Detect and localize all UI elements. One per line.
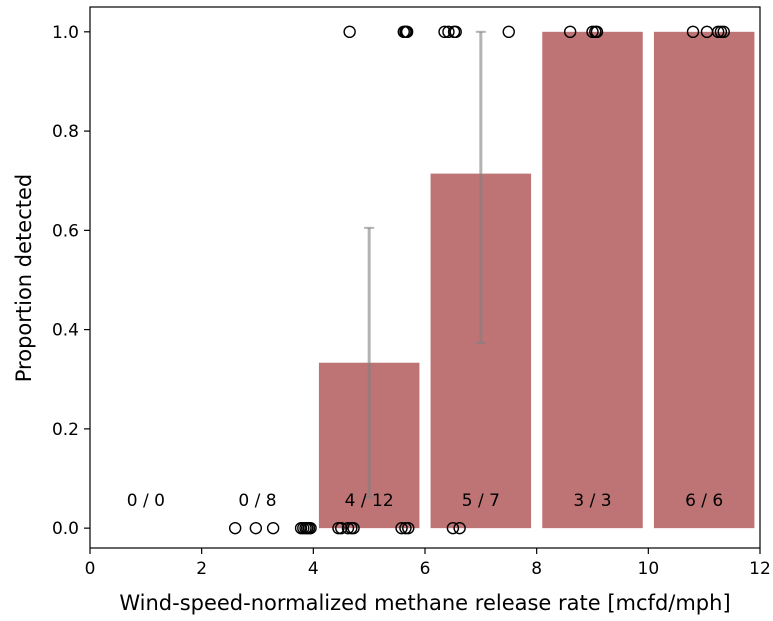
y-tick-label: 0.0 bbox=[52, 519, 79, 539]
count-label-3: 5 / 7 bbox=[462, 491, 500, 511]
x-tick-label: 12 bbox=[749, 559, 771, 579]
points-layer bbox=[228, 25, 730, 535]
bar-5 bbox=[653, 31, 755, 529]
count-label-1: 0 / 8 bbox=[238, 491, 276, 511]
y-tick-label: 0.6 bbox=[52, 221, 79, 241]
x-tick-label: 0 bbox=[85, 559, 96, 579]
y-tick-label: 1.0 bbox=[52, 23, 79, 43]
non-detected-point bbox=[304, 521, 317, 535]
y-tick-label: 0.4 bbox=[52, 321, 79, 341]
y-axis-label: Proportion detected bbox=[12, 174, 36, 382]
x-tick-label: 10 bbox=[638, 559, 660, 579]
detected-point bbox=[343, 25, 356, 39]
y-tick-label: 0.8 bbox=[52, 122, 79, 142]
bars-layer bbox=[318, 31, 755, 529]
non-detected-point bbox=[347, 521, 360, 535]
detected-point bbox=[442, 25, 455, 39]
x-axis: 0 2 4 6 8 10 12 bbox=[85, 548, 771, 579]
errorbar-2 bbox=[364, 226, 375, 499]
detected-point bbox=[717, 25, 730, 39]
detected-point bbox=[686, 25, 700, 39]
x-tick-label: 4 bbox=[308, 559, 319, 579]
detected-point bbox=[590, 25, 604, 39]
y-axis: 0.0 0.2 0.4 0.6 0.8 1.0 bbox=[52, 23, 90, 539]
detected-point bbox=[563, 25, 577, 39]
detected-point bbox=[502, 25, 515, 39]
count-label-2: 4 / 12 bbox=[345, 491, 394, 511]
non-detected-point bbox=[453, 521, 466, 535]
detected-point bbox=[449, 25, 462, 39]
detected-point bbox=[400, 25, 414, 39]
x-tick-label: 6 bbox=[420, 559, 431, 579]
count-label-5: 6 / 6 bbox=[685, 491, 723, 511]
non-detected-point bbox=[446, 521, 460, 535]
non-detected-point bbox=[335, 521, 348, 535]
non-detected-point bbox=[395, 521, 408, 535]
count-label-4: 3 / 3 bbox=[573, 491, 611, 511]
y-tick-label: 0.2 bbox=[52, 420, 79, 440]
count-labels-layer: 0 / 0 0 / 8 4 / 12 5 / 7 3 / 3 6 / 6 bbox=[127, 491, 724, 511]
bar-4 bbox=[542, 31, 643, 529]
errorbar-3 bbox=[475, 30, 486, 345]
x-tick-label: 8 bbox=[531, 559, 542, 579]
non-detected-point bbox=[249, 521, 263, 535]
x-tick-label: 2 bbox=[196, 559, 207, 579]
errorbars-layer bbox=[364, 30, 486, 499]
x-axis-label: Wind-speed-normalized methane release ra… bbox=[119, 591, 730, 615]
count-label-0: 0 / 0 bbox=[127, 491, 165, 511]
non-detected-point bbox=[228, 521, 242, 535]
non-detected-point bbox=[402, 521, 415, 535]
non-detected-point bbox=[341, 521, 355, 535]
non-detected-point bbox=[266, 521, 280, 535]
